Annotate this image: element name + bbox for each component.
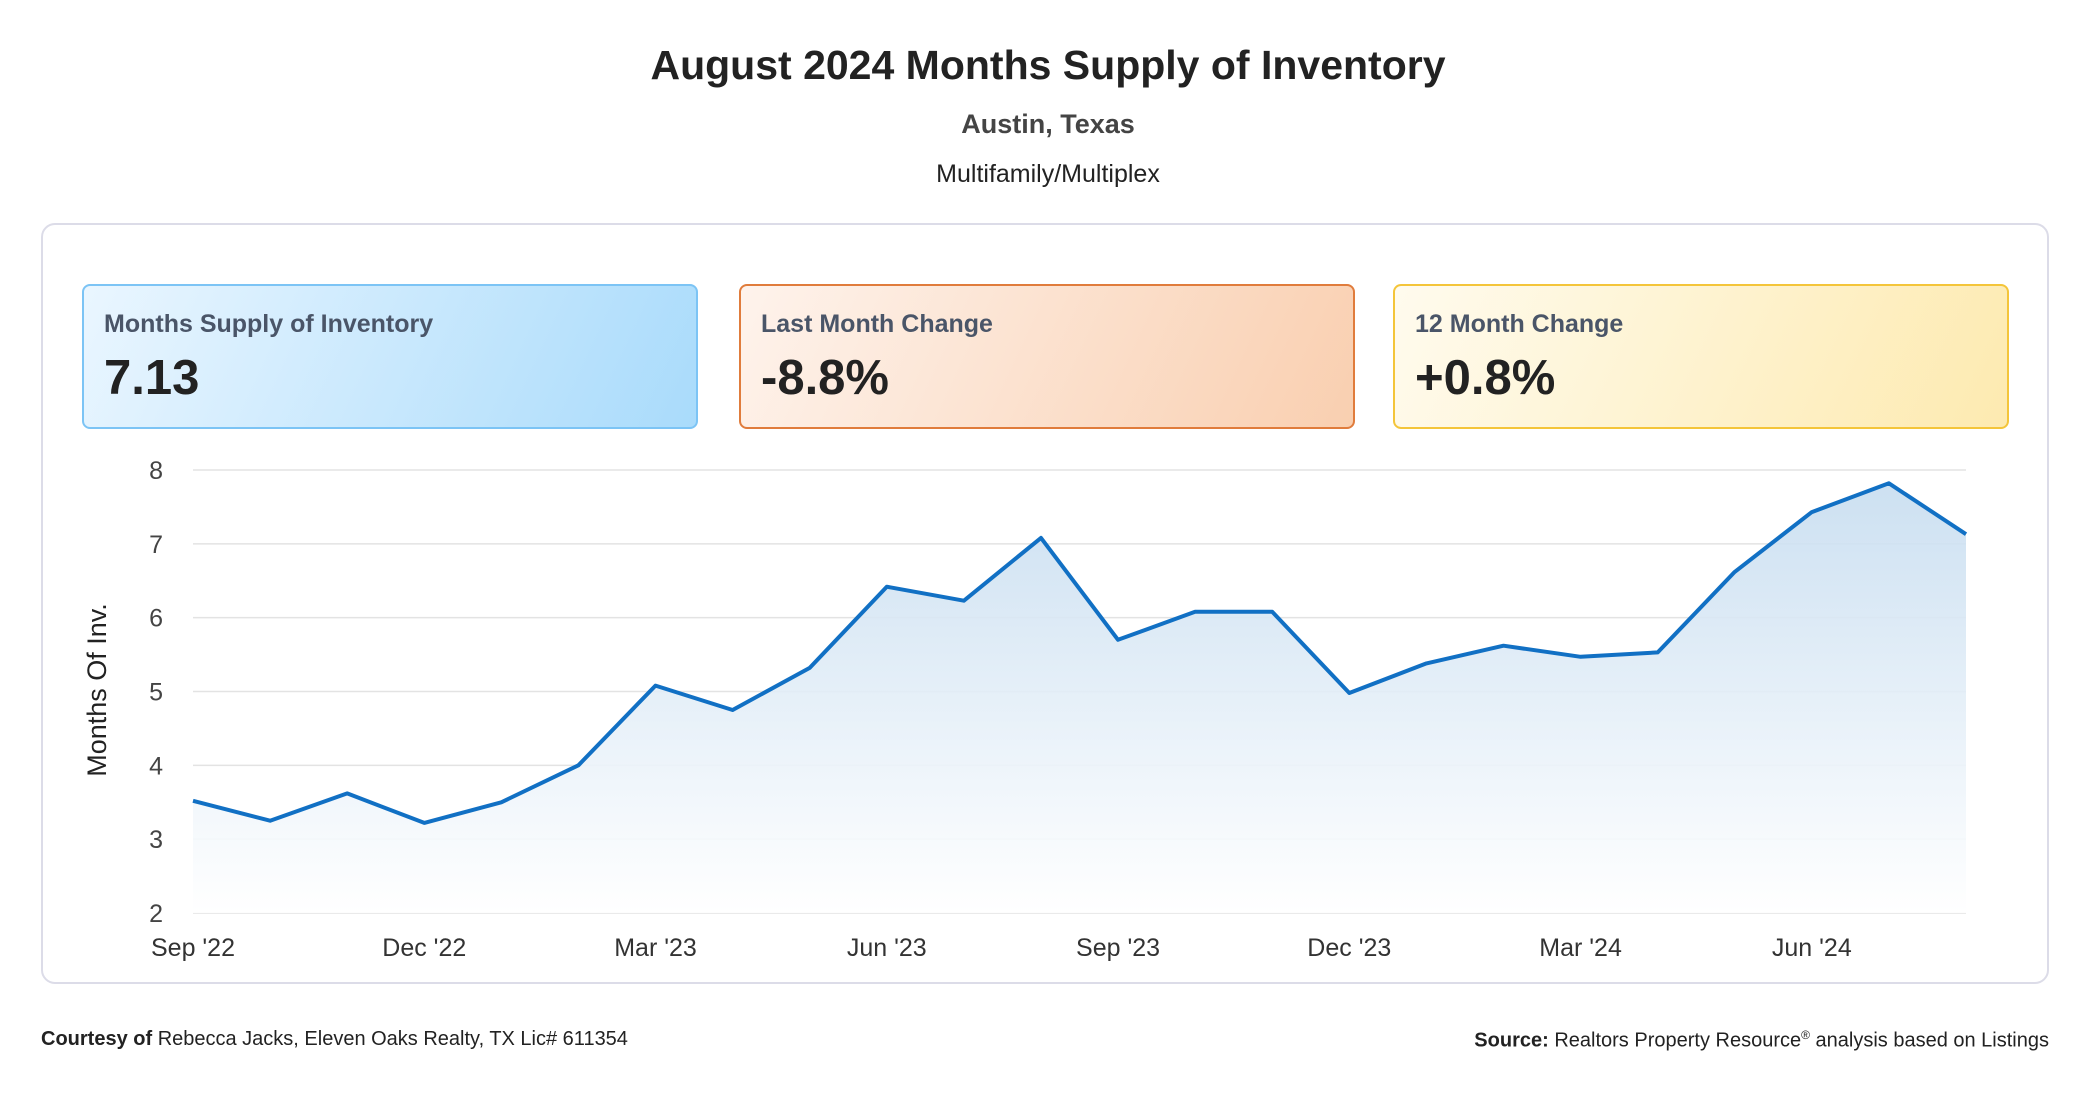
x-tick-label: Sep '23 xyxy=(1076,934,1160,962)
source-label: Source: xyxy=(1474,1029,1549,1052)
source-text: Realtors Property Resource xyxy=(1554,1029,1802,1052)
series-line xyxy=(192,481,1968,825)
source-footer: Source: Realtors Property Resource® anal… xyxy=(1474,1028,2049,1053)
page-title: August 2024 Months Supply of Inventory xyxy=(650,42,1446,88)
x-tick-label: Mar '23 xyxy=(614,934,697,962)
stat-label: Last Month Change xyxy=(761,310,993,338)
stat-card-months-supply: Months Supply of Inventory 7.13 xyxy=(82,284,698,429)
stat-card-last-month-change: Last Month Change -8.8% xyxy=(739,284,1355,429)
x-tick-label: Dec '23 xyxy=(1307,934,1391,962)
y-tick-label: 7 xyxy=(149,531,163,559)
x-tick-label: Dec '22 xyxy=(382,934,466,962)
stat-value: 7.13 xyxy=(104,351,200,405)
courtesy-text: Rebecca Jacks, Eleven Oaks Realty, TX Li… xyxy=(157,1028,628,1050)
stat-label: 12 Month Change xyxy=(1415,310,1624,338)
x-axis-ticks: Sep '22 Dec '22 Mar '23 Jun '23 Sep '23 Dec '… xyxy=(151,934,1852,962)
x-tick-label: Sep '22 xyxy=(151,934,235,962)
x-tick-label: Jun '23 xyxy=(847,934,927,962)
source-suffix: analysis based on Listings xyxy=(1815,1029,2049,1052)
stat-label: Months Supply of Inventory xyxy=(104,310,434,338)
y-tick-label: 3 xyxy=(149,826,163,854)
property-category: Multifamily/Multiplex xyxy=(936,160,1160,188)
stat-value: -8.8% xyxy=(761,351,890,405)
y-axis-label: Months Of Inv. xyxy=(82,603,112,777)
y-axis-ticks: 2 3 4 5 6 7 8 xyxy=(149,457,163,928)
registered-mark: ® xyxy=(1801,1028,1810,1042)
y-tick-label: 6 xyxy=(149,605,163,633)
courtesy-footer: Courtesy of Rebecca Jacks, Eleven Oaks R… xyxy=(41,1028,628,1051)
location-subtitle: Austin, Texas xyxy=(961,109,1135,139)
y-tick-label: 4 xyxy=(149,752,163,780)
stat-value: +0.8% xyxy=(1415,351,1556,405)
series-area xyxy=(193,483,1966,913)
x-tick-label: Jun '24 xyxy=(1772,934,1852,962)
y-tick-label: 8 xyxy=(149,457,163,485)
x-tick-label: Mar '24 xyxy=(1539,934,1622,962)
y-tick-label: 2 xyxy=(149,900,163,928)
y-tick-label: 5 xyxy=(149,679,163,707)
courtesy-label: Courtesy of xyxy=(41,1028,153,1050)
stat-card-12-month-change: 12 Month Change +0.8% xyxy=(1393,284,2009,429)
